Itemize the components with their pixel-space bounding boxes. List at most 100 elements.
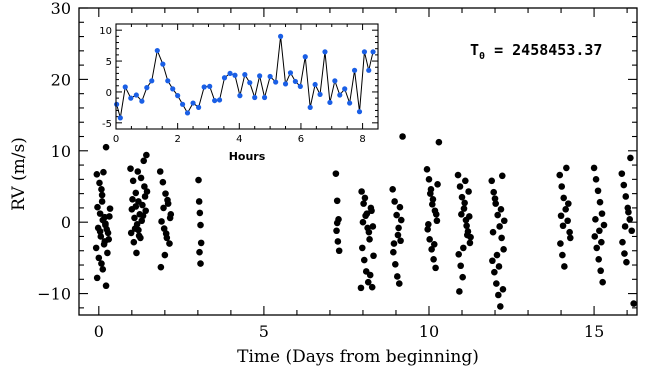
inset-y-tick-label: 5 <box>106 57 112 68</box>
rv-data-point <box>500 246 507 253</box>
rv-data-point <box>390 248 397 256</box>
rv-data-point <box>101 213 109 221</box>
rv-data-point <box>166 214 174 222</box>
rv-data-point <box>143 188 151 195</box>
rv-data-point <box>135 226 142 234</box>
rv-data-point <box>619 238 626 246</box>
inset-data-point <box>287 70 294 76</box>
rv-data-point <box>137 174 145 182</box>
inset-data-point <box>160 61 166 67</box>
rv-data-point <box>425 221 432 228</box>
rv-data-point <box>159 178 167 186</box>
rv-data-point <box>160 204 167 212</box>
rv-data-point <box>595 256 602 263</box>
rv-data-point <box>564 217 571 225</box>
rv-data-point <box>428 201 436 208</box>
rv-data-point <box>493 251 501 259</box>
y-tick-label: −10 <box>37 285 71 304</box>
rv-data-point <box>197 221 204 229</box>
rv-data-point <box>335 247 343 255</box>
y-tick-label: 30 <box>51 0 71 18</box>
rv-data-point <box>333 197 341 205</box>
rv-data-point <box>435 138 443 146</box>
inset-data-point <box>347 100 353 106</box>
rv-data-point <box>92 244 100 252</box>
rv-data-point <box>166 240 173 247</box>
rv-data-point <box>359 218 367 226</box>
rv-data-point <box>557 240 564 247</box>
inset-data-point <box>342 86 348 92</box>
inset-data-point <box>307 104 313 110</box>
rv-data-point <box>465 188 472 195</box>
rv-data-point <box>96 179 103 187</box>
inset-data-point <box>133 92 139 98</box>
rv-data-point <box>427 190 434 197</box>
rv-data-point <box>621 223 629 230</box>
rv-data-point <box>132 203 140 210</box>
inset-data-point <box>273 79 279 85</box>
inset-plot-frame <box>115 23 379 130</box>
rv-data-point <box>462 177 469 185</box>
inset-x-axis-label: Hours <box>229 150 266 163</box>
rv-data-point <box>592 216 599 223</box>
rv-data-point <box>395 280 403 287</box>
inset-data-point <box>128 95 134 101</box>
rv-data-point <box>496 223 503 230</box>
inset-data-point <box>332 78 338 84</box>
rv-data-point <box>499 286 507 293</box>
rv-data-point <box>598 210 606 217</box>
rv-data-point <box>493 280 500 287</box>
rv-data-point <box>141 193 149 200</box>
rv-data-point <box>106 205 114 212</box>
rv-data-point <box>430 256 437 263</box>
rv-data-point <box>132 189 140 197</box>
inset-data-point <box>252 94 258 101</box>
rv-data-point <box>104 249 111 257</box>
inset-data-point <box>144 85 150 91</box>
inset-data-point <box>356 109 363 115</box>
rv-data-point <box>393 273 401 280</box>
rv-data-point <box>164 196 171 204</box>
inset-data-point <box>317 91 323 98</box>
rv-data-point <box>195 176 202 184</box>
inset-data-point <box>221 75 228 81</box>
rv-data-point <box>357 284 365 292</box>
rv-data-point <box>454 171 462 179</box>
rv-data-point <box>423 166 431 173</box>
rv-data-point <box>139 201 146 209</box>
y-tick-label: 20 <box>51 70 71 89</box>
rv-data-point <box>102 220 109 227</box>
rv-data-point <box>463 231 471 239</box>
rv-data-point <box>495 291 502 299</box>
rv-data-point <box>157 263 165 271</box>
rv-data-point <box>557 212 565 220</box>
inset-data-point <box>312 81 318 88</box>
rv-data-point <box>460 244 467 252</box>
rv-data-point <box>495 263 503 270</box>
rv-data-point <box>488 177 496 185</box>
rv-data-point <box>425 176 433 183</box>
inset-data-point <box>351 67 358 73</box>
rv-data-point <box>497 206 505 213</box>
t0-annotation: T0 = 2458453.37 <box>470 41 602 62</box>
rv-data-point <box>492 200 499 207</box>
rv-data-point <box>98 191 106 199</box>
rv-data-point <box>625 208 632 216</box>
inset-data-point <box>302 54 308 60</box>
rv-data-point <box>333 227 340 235</box>
rv-data-point <box>457 262 464 270</box>
rv-data-point <box>96 210 104 217</box>
rv-data-point <box>490 188 498 196</box>
rv-data-point <box>489 228 497 236</box>
rv-data-point <box>97 233 105 240</box>
main-scatter-points <box>92 133 637 310</box>
rv-data-point <box>134 168 142 175</box>
rv-data-point <box>162 230 170 237</box>
rv-data-point <box>102 282 110 290</box>
inset-data-point <box>117 115 123 121</box>
rv-data-point <box>627 154 634 162</box>
inset-data-point <box>216 97 223 103</box>
rv-data-point <box>358 244 366 252</box>
inset-background <box>116 24 378 129</box>
